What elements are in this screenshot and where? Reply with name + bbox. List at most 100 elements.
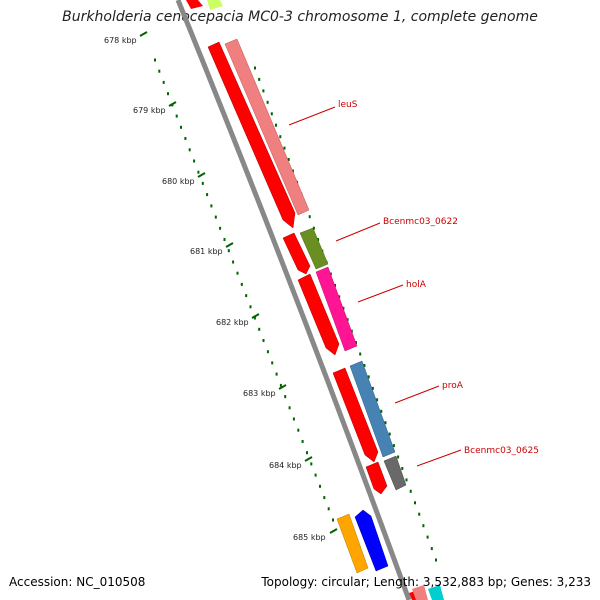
gene-feature-Bcenmc03_0625[interactable] — [383, 455, 407, 491]
gc-tick — [240, 282, 243, 286]
gc-tick — [314, 473, 317, 477]
gc-tick — [275, 372, 278, 376]
backbone-line — [175, 0, 412, 600]
gc-tick — [258, 77, 261, 81]
gc-tick — [397, 455, 400, 459]
gc-tick — [275, 123, 277, 127]
gc-tick — [154, 58, 156, 62]
gc-tick — [392, 444, 395, 448]
gene-label-Bcenmc03_0622[interactable]: Bcenmc03_0622 — [383, 217, 458, 227]
gc-tick — [270, 112, 273, 116]
gc-tick — [292, 417, 295, 421]
cds-feature[interactable] — [332, 367, 379, 463]
label-lines — [288, 106, 462, 467]
gc-tick — [426, 535, 429, 539]
gc-tick — [201, 181, 204, 185]
gene-feature-bottom-cyan[interactable] — [428, 585, 444, 600]
scale-bar: 678 kbp 679 kbp 680 kbp 681 kbp 682 kbp … — [104, 31, 338, 542]
scale-tick-label: 685 kbp — [293, 533, 326, 542]
gc-tick — [210, 204, 213, 208]
gene-feature-top[interactable] — [207, 0, 223, 10]
gene-feature-proA[interactable] — [349, 360, 396, 458]
gc-tick — [291, 169, 294, 173]
gc-tick — [371, 386, 374, 390]
gc-tick — [310, 462, 313, 466]
gene-feature-blue[interactable] — [354, 509, 389, 572]
gc-tick — [287, 158, 290, 161]
scale-tick — [225, 242, 234, 248]
cds-feature[interactable] — [282, 232, 311, 275]
gc-tick — [308, 215, 311, 219]
gc-tick — [219, 226, 222, 230]
cds-feature[interactable] — [186, 0, 203, 9]
gc-tick — [288, 406, 291, 410]
gene-label-proA[interactable]: proA — [442, 381, 464, 391]
gc-tick — [284, 395, 287, 399]
gc-tick — [312, 226, 315, 230]
scale-tick — [139, 31, 148, 37]
gc-tick — [422, 524, 425, 528]
label-line — [416, 449, 462, 467]
gc-tick — [262, 339, 265, 342]
gc-tick — [405, 478, 408, 482]
gene-feature-Bcenmc03_0622[interactable] — [299, 227, 329, 270]
cds-feature[interactable] — [297, 273, 340, 356]
gc-tick — [214, 215, 217, 219]
gc-tick — [266, 100, 269, 104]
gc-tick — [180, 125, 182, 129]
gene-feature-leuS[interactable] — [224, 38, 310, 216]
gc-tick — [188, 148, 191, 152]
gc-tick — [401, 467, 404, 470]
gene-feature-holA[interactable] — [315, 266, 358, 352]
gc-tick — [376, 398, 379, 402]
scale-tick-label: 682 kbp — [216, 318, 249, 327]
gc-tick — [384, 421, 387, 425]
gc-track-left — [154, 58, 334, 522]
cds-feature[interactable] — [207, 41, 296, 229]
gc-tick — [271, 361, 274, 365]
gc-tick — [414, 501, 416, 505]
gene-label-Bcenmc03_0625[interactable]: Bcenmc03_0625 — [464, 446, 539, 456]
gc-tick — [323, 496, 326, 500]
cds-feature[interactable] — [365, 461, 388, 495]
gc-tick — [262, 89, 265, 93]
gene-label-holA[interactable]: holA — [406, 280, 427, 290]
gc-tick — [253, 316, 256, 320]
gc-tick — [162, 80, 165, 84]
scale-tick-label: 678 kbp — [104, 36, 137, 45]
gc-tick — [254, 66, 256, 70]
gene-feature-bottom-pink[interactable] — [412, 585, 428, 600]
scale-tick — [251, 313, 260, 319]
scale-tick-label: 679 kbp — [133, 106, 166, 115]
gc-tick — [306, 451, 308, 455]
scale-tick — [168, 101, 177, 107]
gene-track — [207, 0, 444, 600]
scale-tick-label: 683 kbp — [243, 389, 276, 398]
genome-summary-text: Topology: circular; Length: 3,532,883 bp… — [261, 575, 591, 589]
label-line — [394, 385, 440, 404]
gc-tick — [184, 137, 187, 140]
gc-tick — [158, 69, 161, 73]
gc-tick — [409, 489, 412, 493]
gene-label-leuS[interactable]: leuS — [338, 100, 358, 110]
gene-feature-orange[interactable] — [336, 513, 369, 574]
scale-tick-label: 680 kbp — [162, 177, 195, 186]
gc-tick — [367, 375, 370, 379]
gc-tick — [319, 484, 321, 488]
gc-tick — [279, 135, 282, 139]
gc-tick — [380, 409, 383, 413]
gc-tick — [227, 249, 230, 253]
gc-tick — [435, 558, 437, 562]
scale-tick — [304, 456, 313, 462]
gc-tick — [175, 114, 178, 118]
gc-tick — [418, 512, 421, 516]
gc-tick — [206, 193, 209, 197]
gc-tick — [245, 294, 248, 298]
gc-tick — [232, 260, 235, 264]
scale-tick — [197, 172, 206, 178]
gc-tick — [266, 350, 269, 354]
gc-tick — [223, 238, 226, 241]
gc-tick — [258, 327, 261, 331]
gc-tick — [332, 518, 334, 522]
